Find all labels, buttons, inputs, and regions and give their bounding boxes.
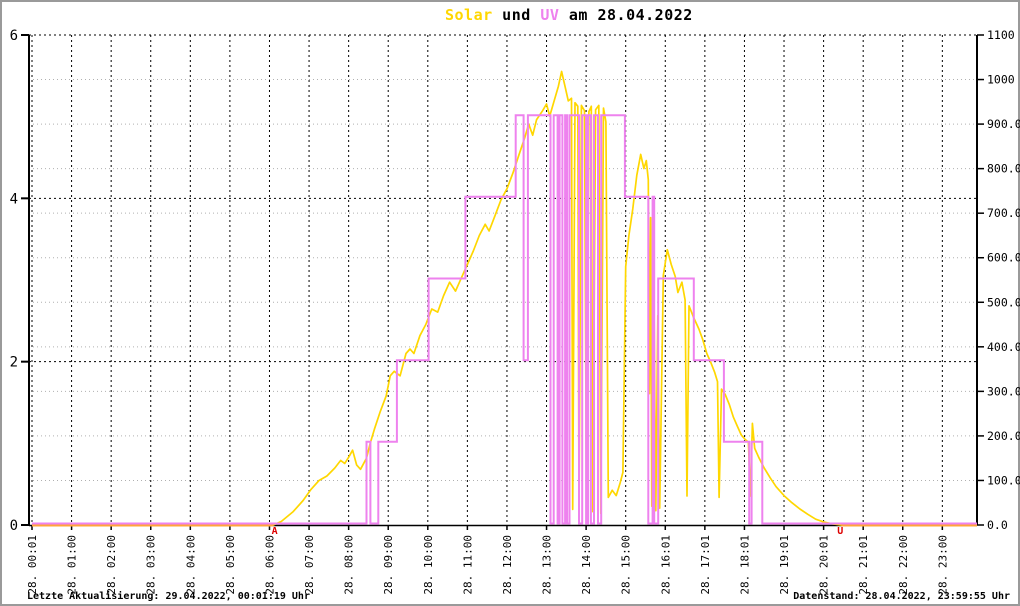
svg-text:28. 06:00: 28. 06:00 (264, 535, 277, 595)
svg-text:28. 22:00: 28. 22:00 (897, 535, 910, 595)
svg-text:28. 03:00: 28. 03:00 (145, 535, 158, 595)
svg-text:600.0: 600.0 (987, 251, 1020, 265)
title-solar-label: Solar (445, 6, 493, 24)
svg-text:6: 6 (10, 28, 18, 44)
svg-text:1100: 1100 (987, 28, 1015, 42)
svg-text:28. 01:00: 28. 01:00 (66, 535, 79, 595)
svg-text:28. 07:00: 28. 07:00 (303, 535, 316, 595)
svg-text:300.0: 300.0 (987, 384, 1020, 398)
solar-series (32, 70, 977, 527)
svg-text:900.0: 900.0 (987, 117, 1020, 131)
sunrise-marker: A (272, 526, 278, 537)
svg-text:28. 20:01: 28. 20:01 (818, 535, 831, 595)
gridlines-major (29, 34, 977, 363)
svg-text:28. 02:00: 28. 02:00 (105, 535, 118, 595)
svg-text:28. 14:00: 28. 14:00 (580, 535, 593, 595)
svg-text:4: 4 (10, 191, 18, 207)
chart-title: Solar und UV am 28.04.2022 (445, 6, 693, 24)
svg-text:100.0: 100.0 (987, 473, 1020, 487)
sunset-marker: U (837, 526, 843, 537)
svg-text:28. 00:01: 28. 00:01 (26, 535, 39, 595)
svg-text:0.0: 0.0 (987, 518, 1008, 532)
y-right-labels: 0.0 100.0 200.0 300.0 400.0 500.0 600.0 700.0 80… (987, 28, 1020, 532)
title-connector: und (492, 6, 541, 24)
status-last-update: Letzte Aktualisierung: 29.04.2022, 00:01… (27, 591, 310, 602)
svg-text:28. 19:01: 28. 19:01 (778, 535, 791, 595)
svg-text:28. 08:00: 28. 08:00 (343, 535, 356, 595)
svg-text:800.0: 800.0 (987, 162, 1020, 176)
svg-text:28. 15:00: 28. 15:00 (620, 535, 633, 595)
title-date: am 28.04.2022 (559, 6, 693, 24)
svg-text:0: 0 (10, 518, 18, 534)
svg-text:400.0: 400.0 (987, 340, 1020, 354)
svg-text:28. 04:00: 28. 04:00 (184, 535, 197, 595)
svg-text:2: 2 (10, 355, 18, 371)
svg-text:28. 21:01: 28. 21:01 (857, 535, 870, 595)
svg-text:28. 23:00: 28. 23:00 (936, 535, 949, 595)
svg-text:500.0: 500.0 (987, 295, 1020, 309)
svg-text:28. 18:01: 28. 18:01 (738, 535, 751, 595)
svg-text:700.0: 700.0 (987, 206, 1020, 220)
x-labels: 28. 00:01 28. 01:00 28. 02:00 28. 03:00 28. … (26, 535, 949, 595)
uv-series (32, 114, 977, 525)
gridlines-vertical (31, 35, 943, 525)
svg-text:28. 11:00: 28. 11:00 (461, 535, 474, 595)
title-uv-label: UV (540, 6, 560, 24)
svg-text:28. 05:00: 28. 05:00 (224, 535, 237, 595)
gridlines-minor (29, 79, 977, 481)
svg-text:28. 12:00: 28. 12:00 (501, 535, 514, 595)
svg-text:28. 16:01: 28. 16:01 (659, 535, 672, 595)
svg-text:28. 10:00: 28. 10:00 (422, 535, 435, 595)
axes (21, 34, 984, 530)
svg-text:28. 17:01: 28. 17:01 (699, 535, 712, 595)
svg-text:28. 13:00: 28. 13:00 (541, 535, 554, 595)
status-data-state: Datenstand: 28.04.2022, 23:59:55 Uhr (793, 591, 1010, 602)
svg-text:200.0: 200.0 (987, 429, 1020, 443)
svg-text:28. 09:00: 28. 09:00 (382, 535, 395, 595)
y-left-labels: 0 2 4 6 (10, 28, 18, 534)
svg-text:1000: 1000 (987, 73, 1015, 87)
